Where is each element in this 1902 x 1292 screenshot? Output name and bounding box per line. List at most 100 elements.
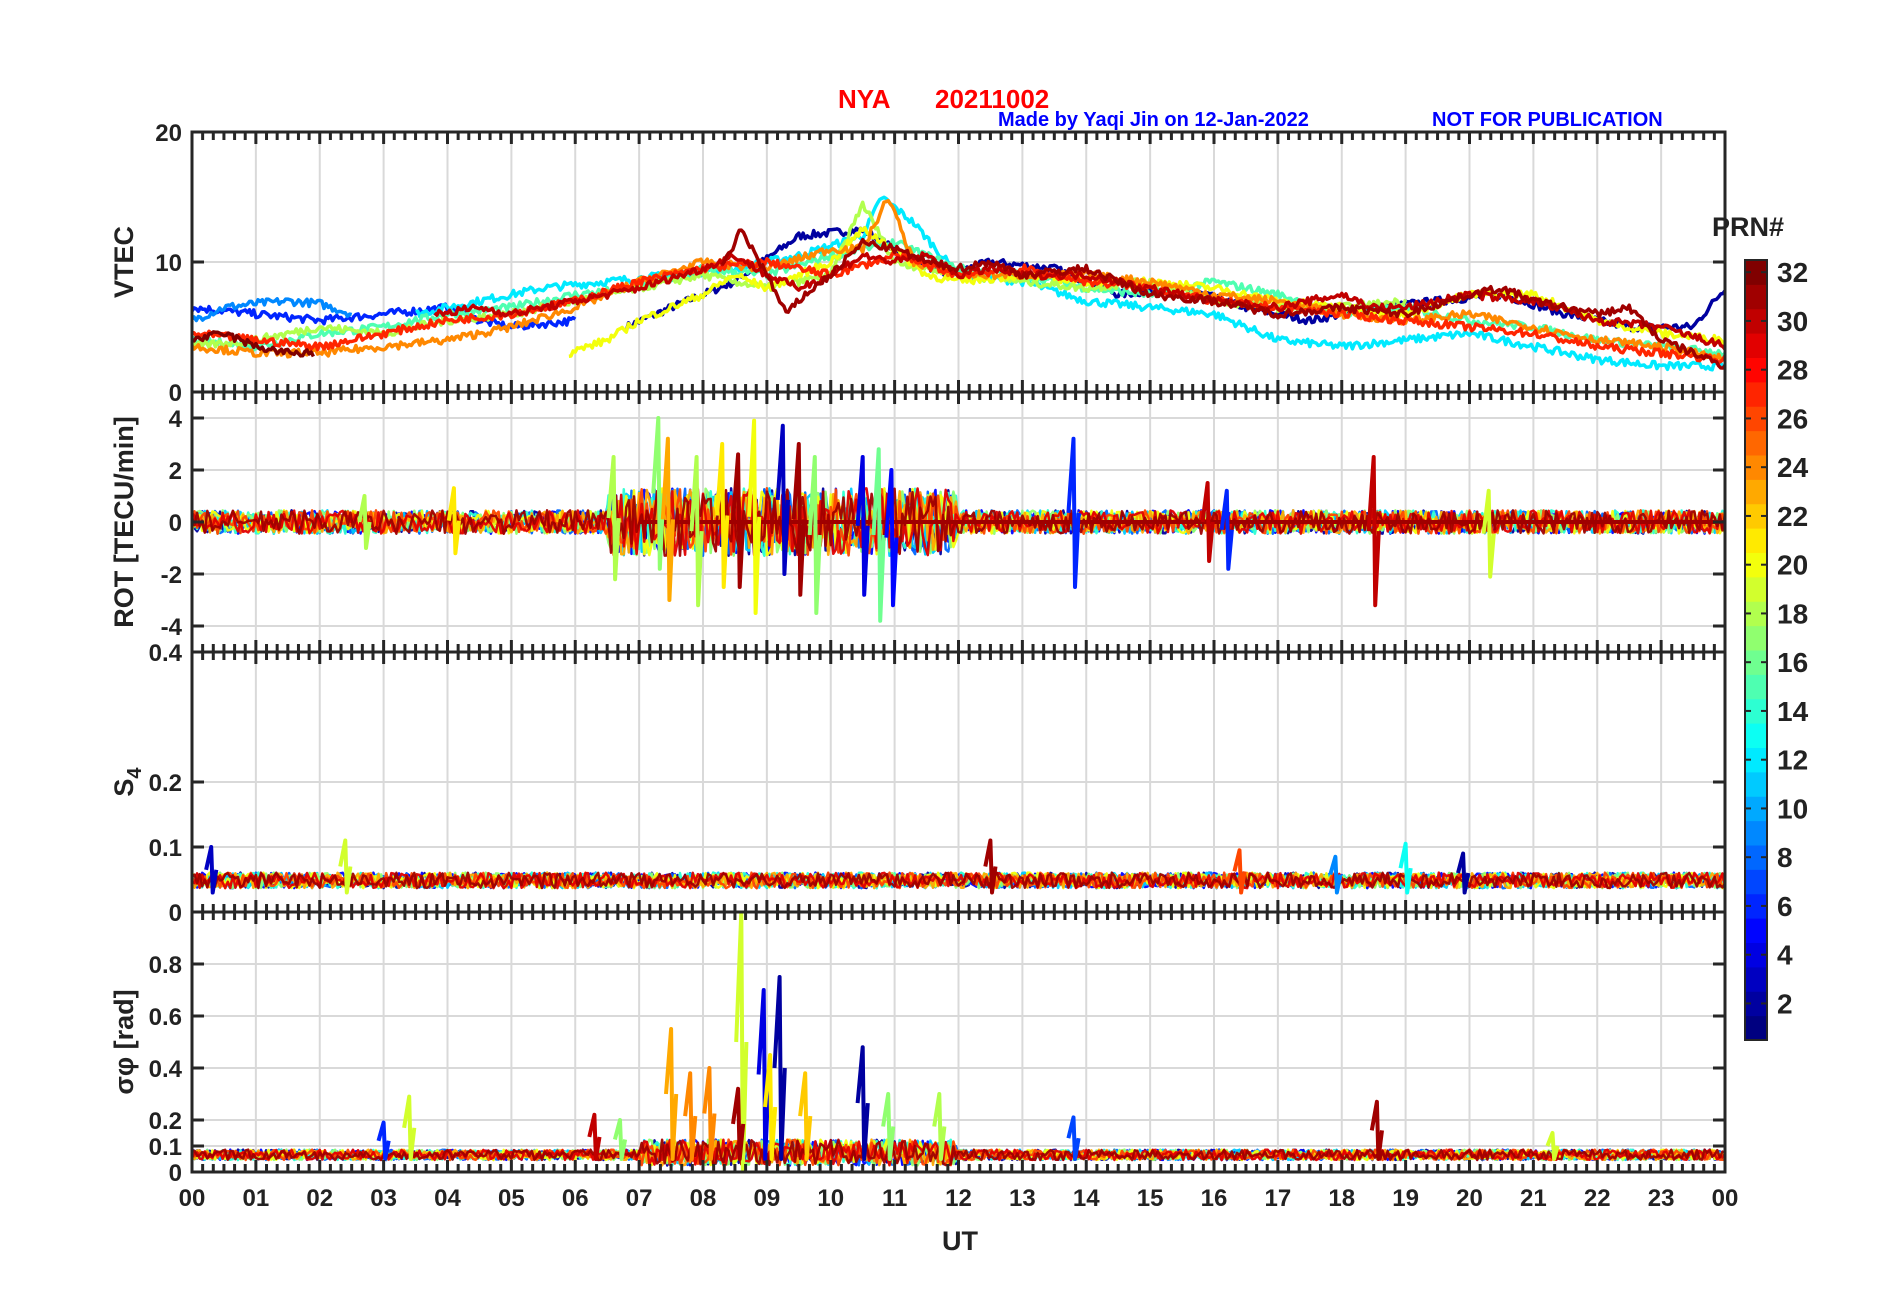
sigma-spike-prn-24 — [683, 1071, 698, 1161]
colorbar-swatch-prn-12 — [1745, 747, 1767, 773]
sigma-spike-prn-6 — [376, 1120, 391, 1161]
x-tick-label: 15 — [1137, 1185, 1164, 1212]
colorbar-swatch-prn-29 — [1745, 333, 1767, 358]
plot-area-s4 — [192, 838, 1725, 895]
plot-area-sigma — [192, 912, 1725, 1172]
y-tick-label: 0.4 — [149, 640, 183, 667]
colorbar-swatch-prn-1 — [1745, 1015, 1767, 1041]
rot-spike-prn-18 — [606, 455, 621, 582]
y-tick-label: 0.8 — [149, 952, 182, 979]
rot-spike-prn-3 — [775, 423, 790, 576]
colorbar-tick-label: 16 — [1777, 647, 1808, 678]
y-tick-label: 10 — [155, 250, 182, 277]
sigma-spike-prn-2 — [855, 1045, 870, 1161]
y-tick-label: -2 — [161, 562, 182, 589]
x-tick-label: 03 — [370, 1185, 397, 1212]
colorbar-tick-label: 32 — [1777, 257, 1808, 288]
x-tick-label: 10 — [817, 1185, 844, 1212]
rot-spike-prn-5 — [884, 468, 899, 608]
colorbar-tick-label: 28 — [1777, 355, 1808, 386]
x-tick-label: 12 — [945, 1185, 972, 1212]
colorbar-swatch-prn-14 — [1745, 698, 1767, 724]
colorbar-swatch-prn-3 — [1745, 966, 1767, 992]
vtec-line-prn-9 — [192, 297, 353, 323]
s4-spike-prn-13 — [1398, 841, 1413, 895]
sigma-spike-prn-31 — [1369, 1099, 1384, 1161]
colorbar-swatch-prn-13 — [1745, 723, 1767, 748]
y-tick-label: 2 — [169, 458, 182, 485]
colorbar-swatch-prn-17 — [1745, 625, 1767, 651]
sigma-trace-prn-31 — [192, 1138, 1725, 1167]
x-tick-label: 11 — [882, 1185, 907, 1212]
y-tick-label: 0.6 — [149, 1004, 182, 1031]
sigma-spike-prn-24 — [702, 1066, 717, 1161]
x-tick-label: 19 — [1392, 1185, 1419, 1212]
rot-spike-prn-16 — [871, 447, 886, 623]
y-tick-label: 0 — [169, 510, 182, 537]
plot-area-vtec — [192, 195, 1725, 372]
x-axis: 00 01 02 03 04 05 06 07 08 09 10 11 12 13 14 15 16 17 18 19… — [179, 1185, 1739, 1212]
sigma-spike-prn-4 — [756, 988, 771, 1161]
colorbar-swatch-prn-22 — [1745, 503, 1767, 529]
rot-spike-prn-30 — [1366, 455, 1381, 608]
x-tick-label: 02 — [306, 1185, 333, 1212]
x-tick-label: 05 — [498, 1185, 525, 1212]
sigma-spike-prn-31 — [731, 1086, 746, 1161]
colorbar-swatch-prn-23 — [1745, 479, 1767, 505]
colorbar-tick-label: 6 — [1777, 891, 1793, 922]
rot-spike-prn-18 — [357, 494, 372, 550]
rot-spike-prn-30 — [1200, 481, 1215, 563]
s4-spike-prn-19 — [338, 838, 353, 895]
sigma-spike-prn-17 — [881, 1092, 896, 1161]
colorbar-swatch-prn-16 — [1745, 650, 1767, 675]
colorbar-swatch-prn-30 — [1745, 308, 1767, 334]
colorbar-swatch-prn-4 — [1745, 942, 1767, 968]
colorbar-swatch-prn-8 — [1745, 845, 1767, 870]
plot-area-rot — [192, 416, 1725, 623]
colorbar-swatch-prn-6 — [1745, 893, 1767, 919]
y-tick-label: 0 — [169, 380, 182, 407]
x-tick-label: 07 — [626, 1185, 653, 1212]
colorbar-tick-label: 24 — [1777, 452, 1809, 483]
s4-trace-prn-31 — [192, 871, 1725, 890]
subscript: 4 — [124, 767, 146, 779]
s4-spike-prn-26 — [1232, 848, 1247, 895]
colorbar-swatch-prn-11 — [1745, 771, 1767, 797]
panel-s4: 00.10.20.4S4 — [109, 640, 1727, 927]
sigma-spike-prn-2 — [772, 975, 787, 1161]
y-tick-label: 0.4 — [149, 1056, 183, 1083]
rot-spike-prn-18 — [689, 455, 704, 608]
sigma-spike-prn-19 — [734, 912, 749, 1172]
x-tick-label: 22 — [1584, 1185, 1611, 1212]
rot-spike-prn-21 — [446, 486, 461, 556]
sigma-spike-prn-23 — [664, 1027, 679, 1161]
y-tick-label: 20 — [155, 120, 182, 147]
rot-spike-prn-6 — [1066, 436, 1081, 589]
x-tick-label: 23 — [1648, 1185, 1675, 1212]
colorbar-swatch-prn-28 — [1745, 357, 1767, 383]
colorbar-swatch-prn-21 — [1745, 528, 1767, 553]
colorbar-tick-label: 12 — [1777, 745, 1808, 776]
x-tick-label: 06 — [562, 1185, 589, 1212]
y-tick-label: 0.2 — [149, 1108, 182, 1135]
s4-spike-prn-3 — [204, 845, 219, 895]
sigma-spike-prn-19 — [1545, 1131, 1560, 1161]
rot-spike-prn-6 — [1219, 488, 1234, 571]
x-tick-label: 18 — [1328, 1185, 1355, 1212]
colorbar-tick-label: 14 — [1777, 696, 1809, 727]
colorbar-tick-label: 22 — [1777, 501, 1808, 532]
sigma-spike-prn-19 — [402, 1094, 417, 1161]
colorbar-swatch-prn-26 — [1745, 406, 1767, 432]
colorbar-swatch-prn-15 — [1745, 674, 1767, 700]
credit-label: Made by Yaqi Jin on 12-Jan-2022 — [998, 109, 1309, 131]
colorbar-swatch-prn-5 — [1745, 918, 1767, 943]
rot-spike-prn-20 — [747, 418, 762, 615]
sigma-spike-prn-21 — [763, 1053, 778, 1161]
vtec-line-prn-32 — [192, 330, 315, 358]
rot-spike-prn-17 — [807, 455, 822, 615]
colorbar-swatch-prn-27 — [1745, 381, 1767, 407]
colorbar-tick-label: 30 — [1777, 306, 1808, 337]
y-axis-label-sigma: σφ [rad] — [109, 989, 139, 1094]
sigma-spike-prn-18 — [932, 1092, 947, 1161]
colorbar-tick-label: 2 — [1777, 988, 1793, 1019]
